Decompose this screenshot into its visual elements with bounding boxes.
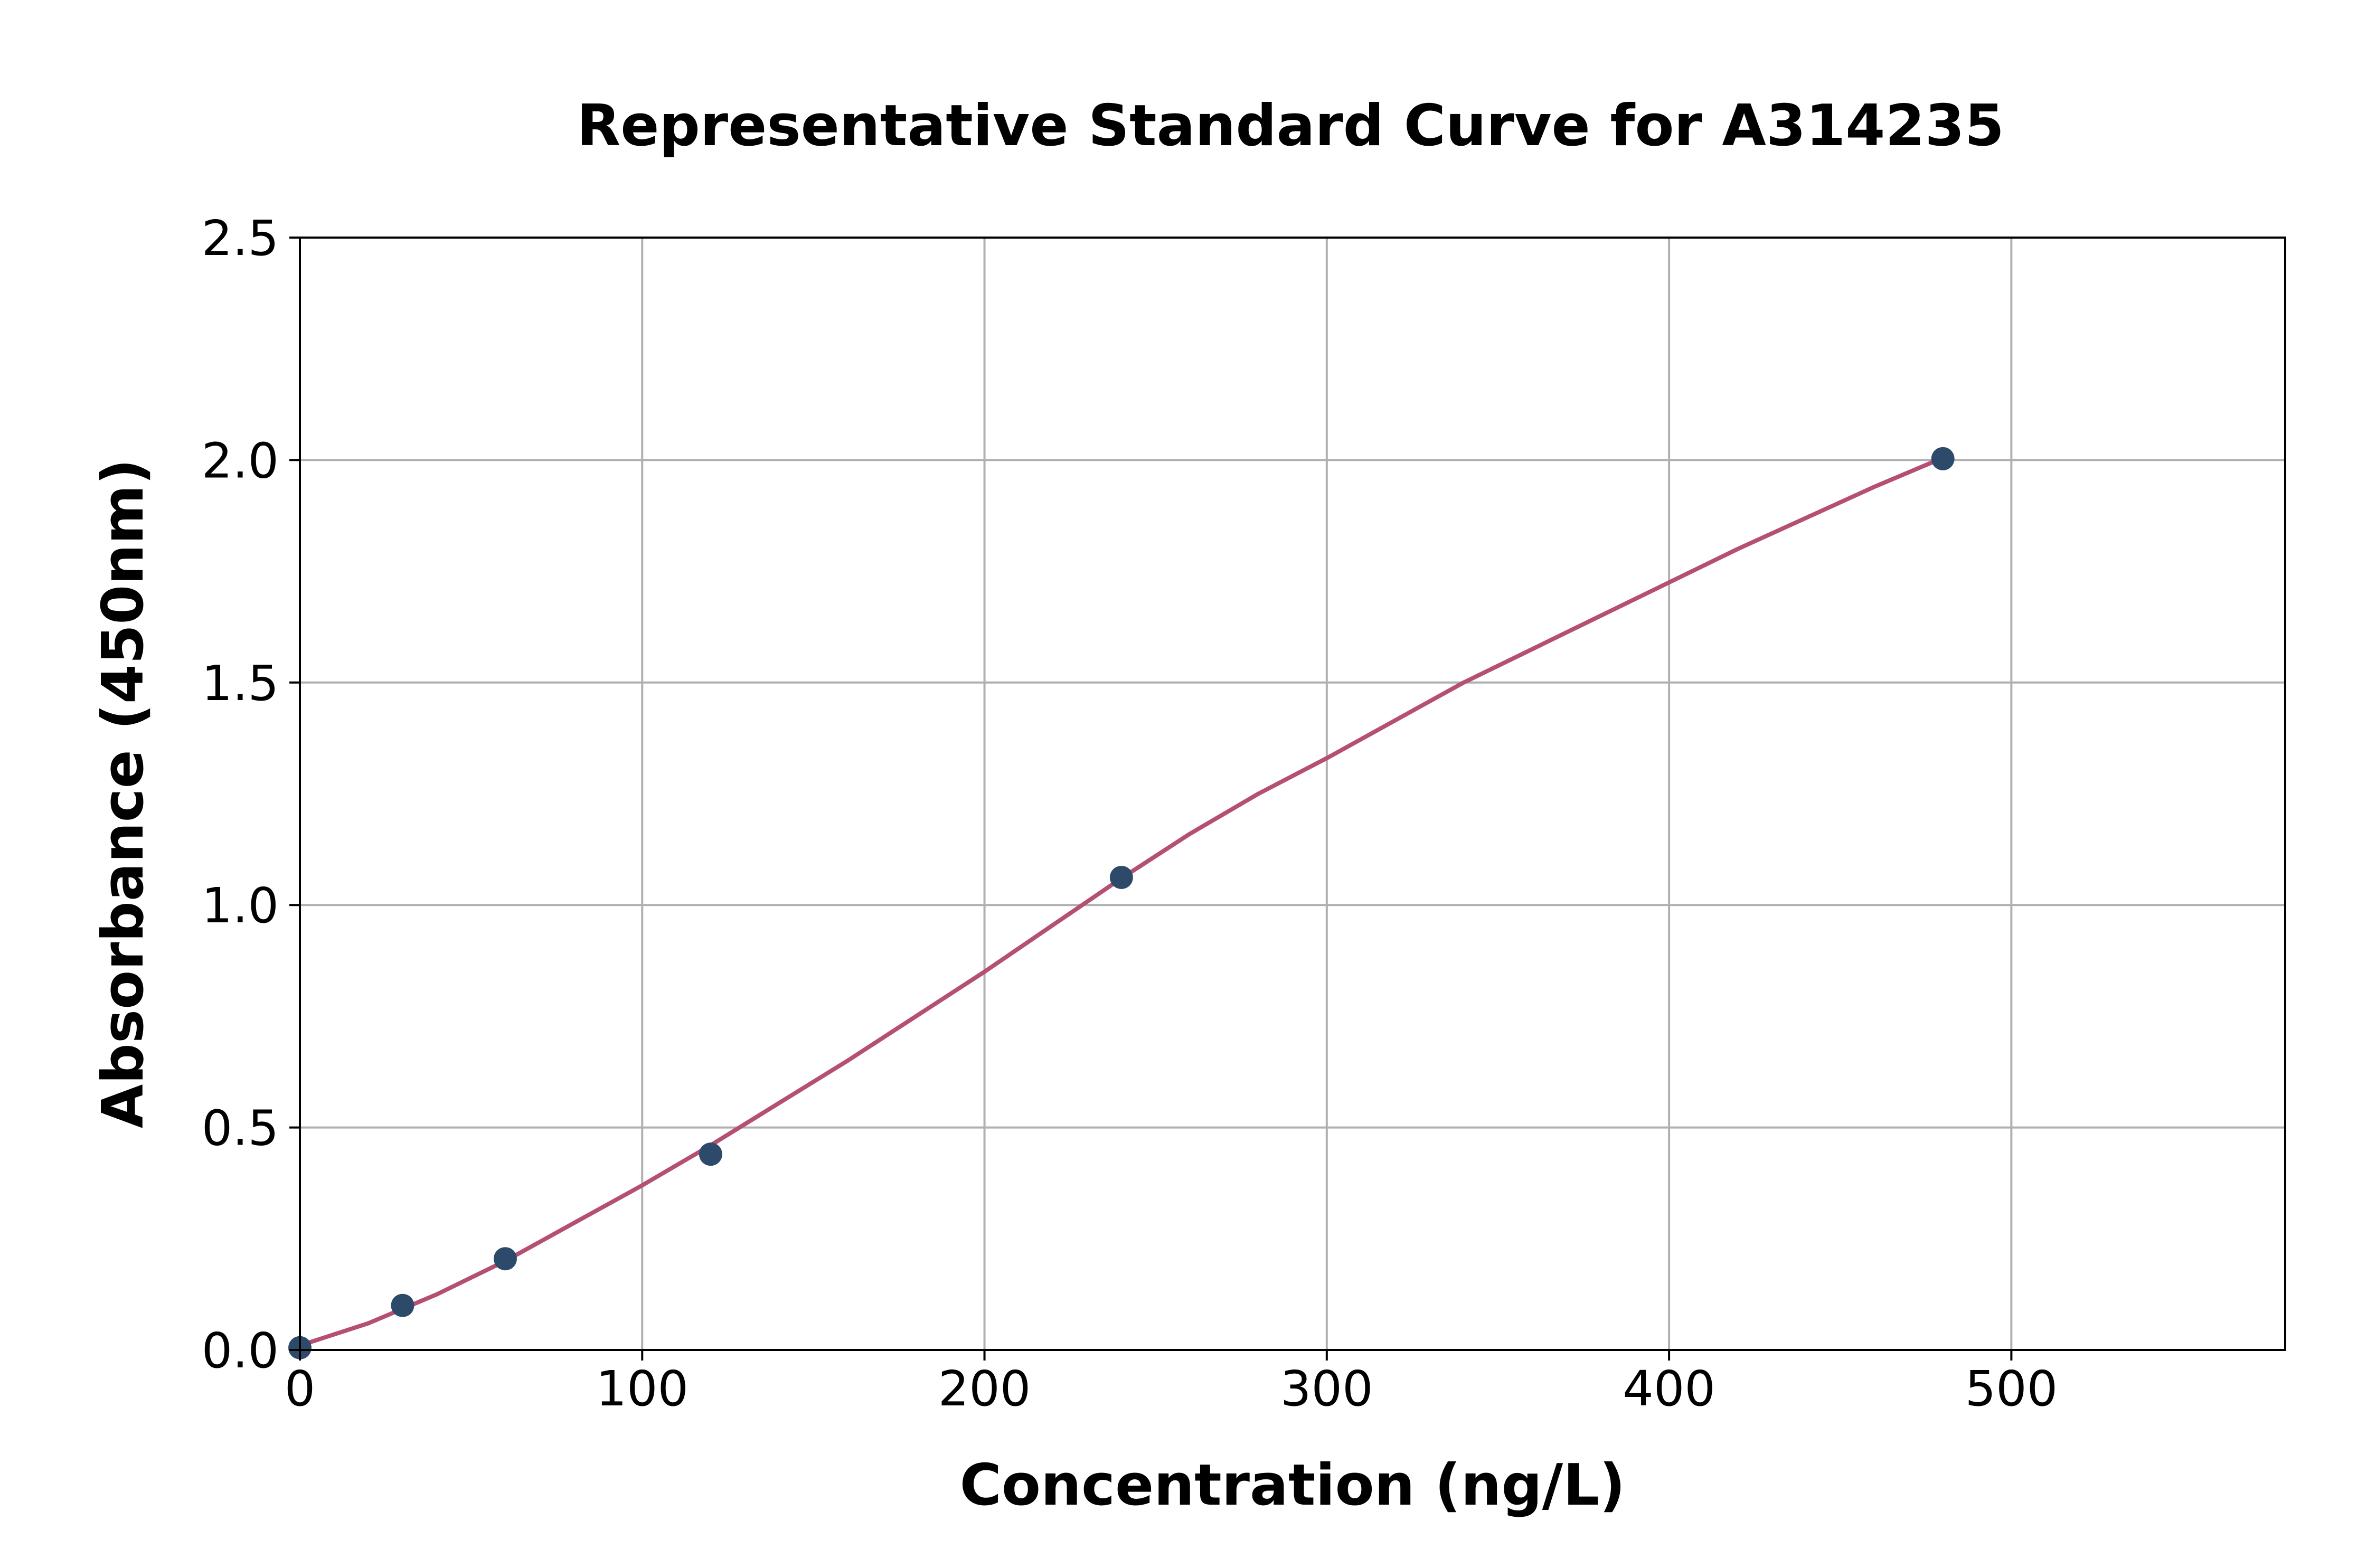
- y-tick-label: 2.5: [202, 210, 279, 267]
- x-tick-label: 500: [1965, 1361, 2058, 1417]
- data-point: [1931, 447, 1955, 470]
- x-tick-label: 100: [596, 1361, 689, 1417]
- data-point: [699, 1142, 722, 1166]
- y-tick-label: 2.0: [202, 432, 279, 489]
- axis-ticks: 0 100 200 300 400 500 0.0 0.5 1.0 1.5 2.0 2.5: [202, 210, 2058, 1417]
- x-tick-label: 300: [1280, 1361, 1373, 1417]
- data-point: [391, 1293, 414, 1317]
- data-point: [1109, 865, 1133, 889]
- data-point: [493, 1247, 517, 1271]
- plot-area-frame: [299, 237, 2286, 1351]
- x-axis-label: Concentration (ng/L): [960, 1452, 1626, 1518]
- y-tick-label: 0.0: [202, 1323, 279, 1379]
- data-points-layer: [288, 447, 1955, 1359]
- y-axis-label: Absorbance (450nm): [90, 459, 156, 1128]
- y-tick-label: 1.0: [202, 877, 279, 934]
- x-tick-label: 0: [285, 1361, 316, 1417]
- chart-title: Representative Standard Curve for A31423…: [577, 93, 2004, 159]
- y-tick-label: 1.5: [202, 655, 279, 712]
- x-tick-label: 400: [1623, 1361, 1715, 1417]
- y-tick-label: 0.5: [202, 1100, 279, 1157]
- x-tick-label: 200: [938, 1361, 1031, 1417]
